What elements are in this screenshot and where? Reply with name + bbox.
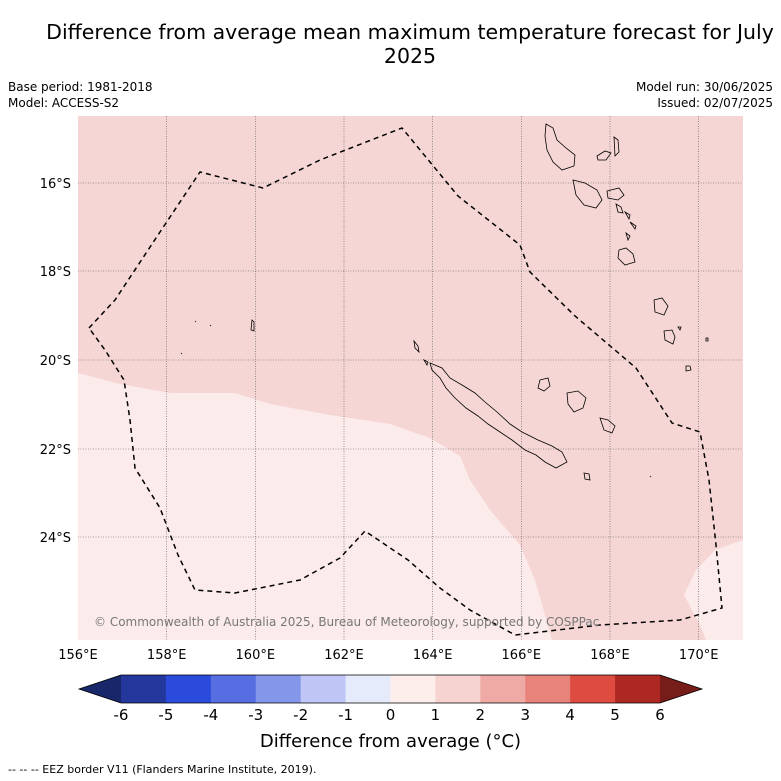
- land-vanuatu: [544, 123, 709, 372]
- lat-tick-label: 16°S: [40, 177, 71, 192]
- colorbar-segment: [525, 675, 571, 703]
- land-small-islands: [180, 319, 652, 478]
- colorbar-tick-label: -4: [203, 706, 218, 724]
- issued-date: Issued: 02/07/2025: [657, 96, 773, 110]
- map-area: © Commonwealth of Australia 2025, Bureau…: [78, 116, 743, 640]
- colorbar-segment: [300, 675, 347, 703]
- lat-tick-labels: 16°S 18°S 20°S 22°S 24°S: [40, 177, 71, 546]
- colorbar-segment: [255, 675, 302, 703]
- lon-tick-label: 158°E: [147, 648, 187, 663]
- colorbar-title: Difference from average (°C): [259, 731, 522, 752]
- lon-tick-label: 164°E: [413, 648, 453, 663]
- meta-left: Base period: 1981-2018 Model: ACCESS-S2: [8, 79, 153, 111]
- lat-tick-label: 20°S: [40, 354, 71, 369]
- lon-tick-label: 168°E: [590, 648, 630, 663]
- lon-tick-label: 160°E: [236, 648, 276, 663]
- land-new-caledonia: [413, 339, 591, 481]
- colorbar-segment: [390, 675, 436, 703]
- colorbar-tick-label: 6: [655, 706, 665, 724]
- colorbar-segment: [345, 675, 391, 703]
- lat-tick-label: 24°S: [40, 531, 71, 546]
- colorbar-segment: [121, 675, 167, 703]
- lat-tick-label: 22°S: [40, 443, 71, 458]
- lat-tick-label: 18°S: [40, 265, 71, 280]
- colorbar-extend-over: [660, 675, 702, 703]
- gridlines: [78, 116, 743, 640]
- copyright-text: © Commonwealth of Australia 2025, Bureau…: [94, 615, 599, 629]
- lon-tick-label: 162°E: [324, 648, 364, 663]
- eez-legend-note: -- -- -- EEZ border V11 (Flanders Marine…: [8, 763, 317, 776]
- colorbar-segment: [570, 675, 616, 703]
- model-name: Model: ACCESS-S2: [8, 96, 120, 110]
- chart-title: Difference from average mean maximum tem…: [46, 20, 774, 68]
- colorbar-tick-label: -3: [248, 706, 263, 724]
- colorbar-segment: [615, 675, 661, 703]
- colorbar-tick-label: 5: [610, 706, 620, 724]
- colorbar-tick-label: 4: [565, 706, 575, 724]
- colorbar: [77, 674, 704, 704]
- base-period: Base period: 1981-2018: [8, 80, 153, 94]
- colorbar-segment: [210, 675, 257, 703]
- colorbar-segment: [480, 675, 526, 703]
- colorbar-segment: [435, 675, 481, 703]
- lon-tick-labels: 156°E 158°E 160°E 162°E 164°E 166°E 168°…: [58, 648, 718, 663]
- colorbar-tick-label: 2: [476, 706, 486, 724]
- colorbar-tick-label: -1: [338, 706, 353, 724]
- colorbar-tick-label: 1: [431, 706, 441, 724]
- anomaly-region-0-to-1-southwest: [78, 373, 552, 640]
- lon-tick-label: 156°E: [58, 648, 98, 663]
- model-run: Model run: 30/06/2025: [635, 80, 773, 94]
- colorbar-tick-label: 3: [520, 706, 530, 724]
- colorbar-extend-under: [79, 675, 121, 703]
- colorbar-outline: [77, 674, 704, 704]
- lon-tick-label: 170°E: [679, 648, 719, 663]
- meta-right: Model run: 30/06/2025 Issued: 02/07/2025: [636, 79, 773, 111]
- colorbar-tick-label: -6: [114, 706, 129, 724]
- eez-border: [88, 127, 723, 636]
- colorbar-tick-label: -2: [293, 706, 308, 724]
- lon-tick-label: 166°E: [502, 648, 542, 663]
- colorbar-segment: [165, 675, 212, 703]
- colorbar-tick-label: 0: [386, 706, 396, 724]
- colorbar-tick-labels: -6 -5 -4 -3 -2 -1 0 1 2 3 4 5 6: [114, 706, 665, 724]
- land-loyalty-islands: [537, 377, 616, 434]
- colorbar-tick-label: -5: [158, 706, 173, 724]
